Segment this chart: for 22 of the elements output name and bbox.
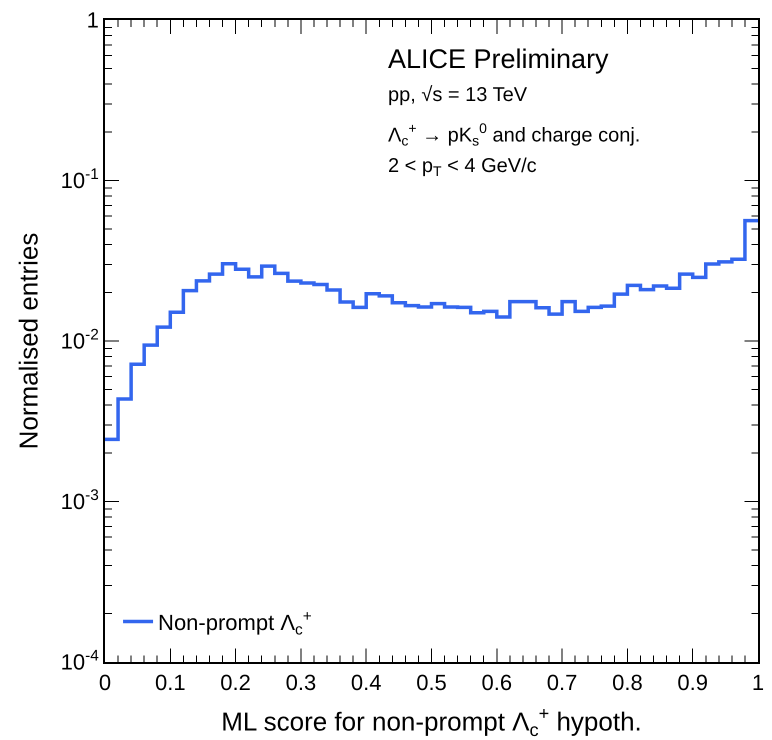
annotation: 2 < p$_{T}$ < 4 GeV/c (388, 155, 537, 180)
x-tick-label: 0.8 (612, 670, 643, 696)
x-axis-title: ML score for non-prompt Λ$_{c}$$^{+}$ hypoth. (221, 703, 642, 740)
annotation: pp, √s = 13 TeV (388, 84, 528, 106)
x-tick-label: 0.2 (220, 670, 251, 696)
x-tick-label: 0.5 (416, 670, 447, 696)
x-tick-label: 1 (752, 670, 764, 696)
x-tick-label: 0.9 (677, 670, 708, 696)
x-tick-label: 0.4 (350, 670, 382, 696)
x-tick-label: 0.1 (155, 670, 186, 696)
y-tick-label: 10$^{-1}$ (60, 166, 99, 194)
x-tick-label: 0.7 (546, 670, 578, 696)
y-axis-title: Normalised entries (14, 232, 44, 450)
x-tick-label: 0 (98, 670, 112, 696)
x-tick-label: 0.6 (482, 670, 512, 696)
y-tick-label: 10$^{-4}$ (60, 647, 100, 675)
y-tick-label: 10$^{-2}$ (60, 326, 99, 354)
annotation: ALICE Preliminary (388, 44, 610, 74)
annotation: Λ$_{c}$$^{+}$ → pK$_{s}$$^{0}$ and charge conj. (388, 120, 640, 149)
y-tick-label: 10$^{-3}$ (60, 486, 99, 514)
x-tick-label: 0.3 (286, 670, 316, 696)
y-tick-label: 1 (86, 8, 99, 33)
